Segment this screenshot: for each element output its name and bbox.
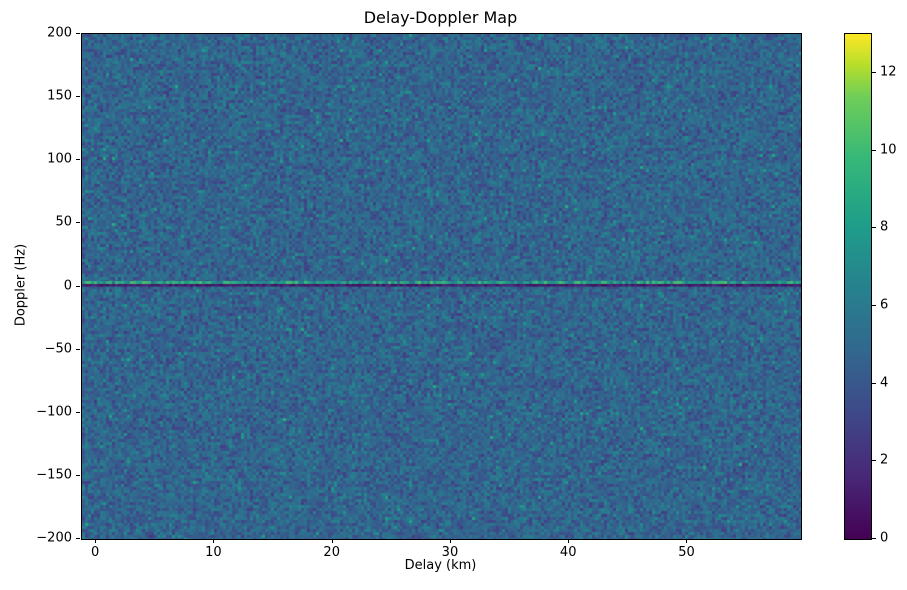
- colorbar-tick-mark: [872, 382, 876, 384]
- y-tick-mark: [76, 96, 80, 98]
- y-tick-label: 150: [47, 88, 72, 104]
- colorbar-tick-label: 4: [880, 375, 889, 391]
- plot-area: [81, 33, 802, 540]
- x-tick-label: 30: [441, 545, 459, 560]
- y-tick-mark: [76, 538, 80, 539]
- y-tick-mark: [76, 411, 80, 413]
- x-tick-label: 10: [205, 545, 222, 560]
- colorbar-tick-mark: [872, 227, 876, 229]
- colorbar-tick-label: 2: [880, 452, 889, 468]
- y-tick-label: 50: [55, 214, 72, 230]
- x-tick-label: 20: [323, 545, 340, 560]
- colorbar-tick-mark: [872, 304, 876, 306]
- x-tick-label: 0: [91, 545, 100, 560]
- y-tick-mark: [76, 285, 80, 287]
- x-tick-mark: [686, 539, 688, 543]
- x-tick-label: 50: [678, 545, 695, 560]
- y-tick-mark: [76, 159, 80, 161]
- y-tick-label: −50: [44, 341, 72, 357]
- y-axis-label: Doppler (Hz): [13, 243, 29, 327]
- x-tick-mark: [331, 539, 333, 543]
- y-tick-label: 100: [47, 151, 72, 167]
- colorbar-tick-label: 0: [880, 530, 889, 546]
- y-tick-label: −150: [36, 467, 72, 483]
- plot-title: Delay-Doppler Map: [363, 8, 518, 27]
- y-tick-label: 200: [47, 25, 72, 41]
- x-tick-label: 40: [559, 545, 577, 560]
- y-tick-mark: [76, 474, 80, 476]
- colorbar-tick-label: 6: [880, 297, 889, 313]
- y-tick-mark: [76, 33, 80, 34]
- y-tick-mark: [76, 222, 80, 224]
- y-tick-label: 0: [63, 278, 72, 293]
- colorbar-tick-mark: [872, 149, 876, 151]
- x-tick-mark: [568, 539, 570, 543]
- colorbar-tick-label: 10: [880, 142, 897, 158]
- colorbar-tick-mark: [872, 460, 876, 462]
- colorbar-tick-mark: [872, 71, 876, 73]
- x-tick-mark: [213, 539, 215, 543]
- x-axis-label: Delay (km): [404, 558, 477, 573]
- x-tick-mark: [449, 539, 451, 543]
- y-tick-mark: [76, 348, 80, 350]
- colorbar-tick-label: 12: [880, 64, 897, 80]
- colorbar-tick-mark: [872, 538, 876, 539]
- colorbar: [844, 33, 872, 540]
- colorbar-tick-label: 8: [880, 219, 889, 235]
- x-tick-mark: [95, 539, 97, 543]
- delay-doppler-heatmap: [82, 34, 801, 539]
- y-tick-label: −100: [36, 404, 72, 420]
- y-tick-label: −200: [36, 530, 72, 546]
